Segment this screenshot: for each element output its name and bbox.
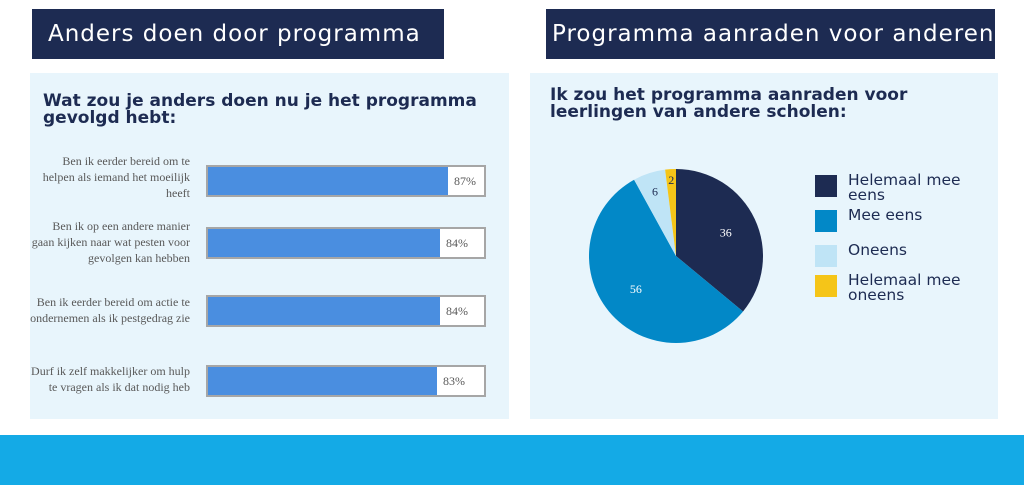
- pie-slice-label: 6: [652, 184, 658, 198]
- legend-label: Oneens: [848, 241, 907, 259]
- pie-chart: 36 56 62: [589, 169, 763, 343]
- legend-label: Helemaal mee eens: [848, 171, 961, 204]
- bar-chart-question: Wat zou je anders doen nu je het program…: [43, 91, 477, 128]
- legend-swatch: [815, 175, 837, 197]
- bar-track: 87%: [206, 165, 486, 197]
- pie-slice-label: 56: [630, 282, 642, 296]
- bar-category-label: Ben ik op een andere manier gaan kijken …: [31, 219, 190, 265]
- right-section-header: Programma aanraden voor anderen: [546, 9, 995, 59]
- legend-label: Mee eens: [848, 206, 923, 224]
- bar: [208, 229, 440, 257]
- bar-value-label: 87%: [454, 173, 476, 188]
- bar-category-label: Ben ik eerder bereid om actie te onderne…: [30, 295, 190, 325]
- bar-track: 84%: [206, 227, 486, 259]
- bar-value-label: 83%: [443, 373, 465, 388]
- legend-label: Helemaal mee oneens: [848, 271, 961, 304]
- pie-slice: [665, 169, 676, 256]
- pie-slice: [589, 179, 744, 343]
- bar: [208, 167, 448, 195]
- bar: [208, 297, 440, 325]
- bar-value-label: 84%: [446, 303, 468, 318]
- bar-track: 84%: [206, 295, 486, 327]
- pie-chart-question: Ik zou het programma aanraden voor leerl…: [550, 85, 908, 122]
- bar-track: 83%: [206, 365, 486, 397]
- legend-swatch: [815, 275, 837, 297]
- footer-band: [0, 435, 1024, 485]
- pie-slice-label: 2: [668, 173, 674, 187]
- left-section-header: Anders doen door programma: [32, 9, 444, 59]
- bar-category-label: Durf ik zelf makkelijker om hulp te vrag…: [31, 364, 190, 394]
- bar-category-label: Ben ik eerder bereid om te helpen als ie…: [42, 154, 190, 200]
- bar: [208, 367, 437, 395]
- pie-slice: [676, 169, 763, 312]
- legend-swatch: [815, 245, 837, 267]
- bar-value-label: 84%: [446, 235, 468, 250]
- pie-slice-label: 36: [720, 226, 732, 240]
- legend-swatch: [815, 210, 837, 232]
- pie-slice: [634, 169, 676, 256]
